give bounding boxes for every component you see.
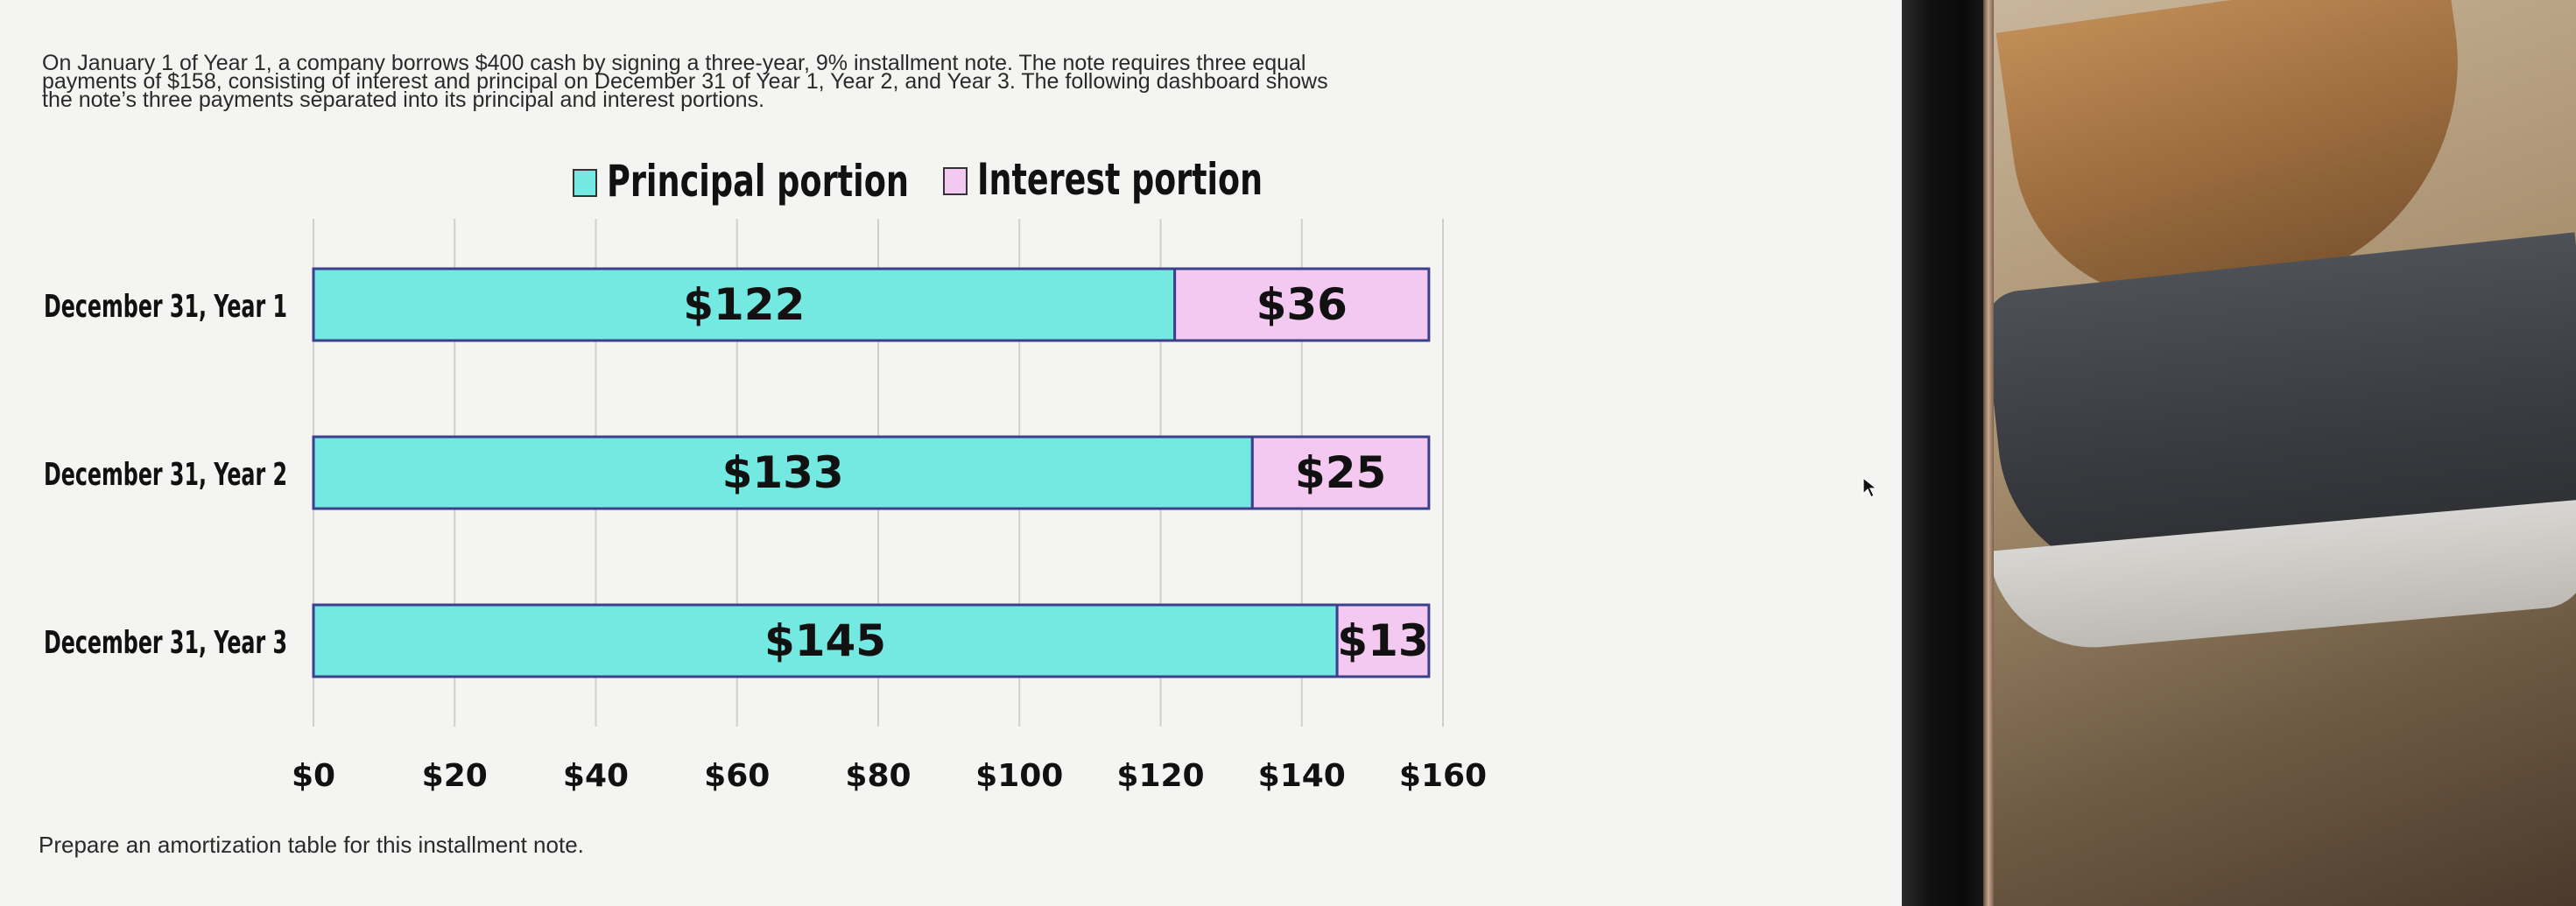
category-label: December 31, Year 2 bbox=[44, 457, 287, 493]
legend-label-principal: Principal portion bbox=[607, 156, 909, 207]
interest-bar bbox=[1173, 267, 1431, 342]
question-screen: On January 1 of Year 1, a company borrow… bbox=[39, 51, 1488, 858]
x-tick-label: $80 bbox=[845, 758, 911, 794]
x-tick-label: $0 bbox=[292, 758, 335, 794]
interest-value-label: $25 bbox=[1295, 447, 1386, 498]
x-tick-label: $100 bbox=[975, 758, 1063, 794]
amortization-dashboard-chart: Principal portion Interest portion Decembe… bbox=[44, 154, 1487, 794]
intro-line: On January 1 of Year 1, a company borrow… bbox=[42, 51, 1306, 75]
category-label: December 31, Year 3 bbox=[44, 625, 287, 661]
interest-bar bbox=[1250, 435, 1431, 510]
question-intro: On January 1 of Year 1, a company borrow… bbox=[42, 51, 1478, 112]
intro-line: payments of $158, consisting of interest… bbox=[42, 69, 1328, 94]
x-tick-label: $160 bbox=[1399, 758, 1487, 794]
interest-value-label: $36 bbox=[1256, 279, 1348, 330]
principal-value-label: $122 bbox=[683, 279, 805, 330]
legend-swatch-principal bbox=[573, 169, 597, 197]
x-tick-label: $20 bbox=[422, 758, 488, 794]
intro-line: the note’s three payments separated into… bbox=[42, 88, 765, 112]
principal-value-label: $145 bbox=[764, 615, 886, 666]
interest-value-label: $13 bbox=[1337, 615, 1428, 666]
x-tick-label: $140 bbox=[1258, 758, 1346, 794]
legend-swatch-interest bbox=[943, 167, 968, 195]
instruction-text: Prepare an amortization table for this i… bbox=[39, 832, 584, 858]
principal-value-label: $133 bbox=[722, 447, 844, 498]
x-tick-label: $120 bbox=[1116, 758, 1204, 794]
mouse-cursor-icon bbox=[1862, 476, 1878, 498]
x-tick-label: $40 bbox=[563, 758, 629, 794]
category-label: December 31, Year 1 bbox=[44, 289, 287, 325]
monitor-edge bbox=[1983, 0, 1994, 906]
monitor-bezel bbox=[1902, 0, 1989, 906]
legend-label-interest: Interest portion bbox=[977, 154, 1263, 205]
x-tick-label: $60 bbox=[704, 758, 770, 794]
interest-bar bbox=[1335, 603, 1431, 678]
